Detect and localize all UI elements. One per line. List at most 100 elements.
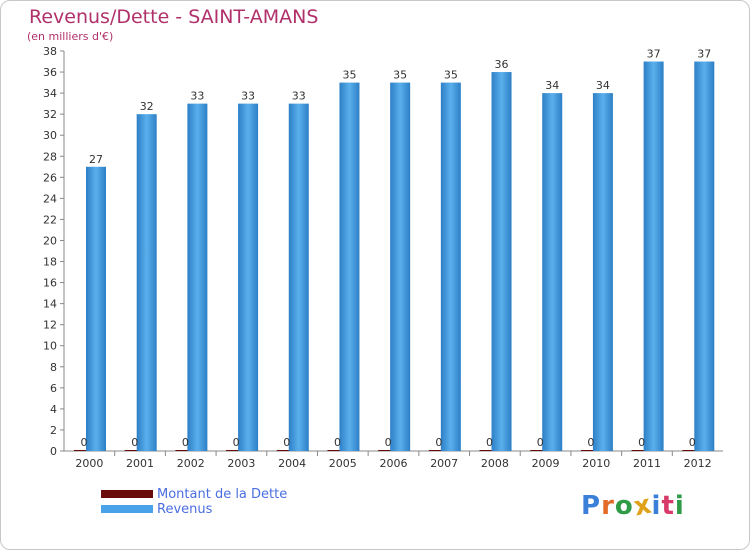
- dette-bar: [530, 450, 551, 451]
- chart-subtitle: (en milliers d'€): [27, 30, 114, 43]
- y-tick-label: 0: [50, 445, 57, 458]
- revenus-value-label: 33: [292, 90, 306, 103]
- revenus-value-label: 35: [393, 69, 407, 82]
- revenus-bar: [592, 93, 613, 452]
- x-tick-label: 2002: [177, 457, 205, 470]
- y-tick-label: 28: [43, 150, 57, 163]
- revenus-value-label: 27: [89, 153, 103, 166]
- revenus-bar: [339, 82, 360, 451]
- x-tick-label: 2011: [633, 457, 661, 470]
- revenus-bar: [390, 82, 411, 451]
- x-tick-label: 2001: [126, 457, 154, 470]
- revenus-value-label: 36: [495, 58, 509, 71]
- proxiti-logo: Proxiti: [581, 489, 685, 522]
- dette-bar: [682, 450, 703, 451]
- revenus-bar: [542, 93, 563, 452]
- dette-bar: [631, 450, 652, 451]
- dette-bar: [479, 450, 500, 451]
- dette-bar: [175, 450, 196, 451]
- y-tick-label: 4: [50, 403, 57, 416]
- logo-letter: r: [601, 491, 615, 521]
- y-tick-label: 8: [50, 361, 57, 374]
- y-tick-label: 22: [43, 213, 57, 226]
- y-tick-label: 24: [43, 192, 57, 205]
- y-tick-label: 34: [43, 87, 57, 100]
- legend-label-dette: Montant de la Dette: [157, 487, 288, 502]
- x-tick-label: 2000: [75, 457, 103, 470]
- revenus-value-label: 34: [596, 79, 610, 92]
- y-tick-label: 18: [43, 256, 57, 269]
- x-tick-label: 2008: [481, 457, 509, 470]
- revenus-bar: [136, 114, 157, 451]
- y-tick-label: 10: [43, 340, 57, 353]
- logo-letter: o: [614, 491, 634, 521]
- logo-letter: i: [651, 491, 662, 521]
- revenus-value-label: 35: [342, 69, 356, 82]
- dette-value-label: 0: [435, 436, 442, 449]
- logo-letter: i: [674, 491, 685, 521]
- legend-swatch-revenus: [101, 505, 153, 513]
- revenus-bar: [187, 103, 208, 451]
- revenus-value-label: 33: [241, 90, 255, 103]
- dette-value-label: 0: [385, 436, 392, 449]
- legend-swatch-dette: [101, 490, 153, 498]
- revenus-value-label: 32: [140, 100, 154, 113]
- legend-label-revenus: Revenus: [157, 502, 213, 517]
- revenus-value-label: 35: [444, 69, 458, 82]
- y-tick-label: 12: [43, 319, 57, 332]
- y-tick-label: 2: [50, 424, 57, 437]
- dette-value-label: 0: [81, 436, 88, 449]
- revenus-value-label: 37: [697, 48, 711, 61]
- logo-letter: P: [581, 491, 602, 521]
- x-tick-label: 2012: [684, 457, 712, 470]
- dette-value-label: 0: [537, 436, 544, 449]
- revenus-bar: [86, 166, 106, 451]
- revenus-bar: [238, 103, 259, 451]
- y-tick-label: 26: [43, 171, 57, 184]
- dette-bar: [580, 450, 601, 451]
- revenus-bar: [288, 103, 309, 451]
- dette-value-label: 0: [638, 436, 645, 449]
- y-tick-label: 38: [43, 45, 57, 58]
- x-tick-label: 2004: [278, 457, 306, 470]
- revenus-bar: [440, 82, 461, 451]
- dette-value-label: 0: [182, 436, 189, 449]
- y-tick-label: 16: [43, 277, 57, 290]
- revenus-value-label: 37: [647, 48, 661, 61]
- x-tick-label: 2003: [227, 457, 255, 470]
- dette-bar: [428, 450, 449, 451]
- y-tick-label: 32: [43, 108, 57, 121]
- revenus-value-label: 33: [190, 90, 204, 103]
- revenus-value-label: 34: [545, 79, 559, 92]
- y-tick-label: 36: [43, 66, 57, 79]
- y-tick-label: 20: [43, 234, 57, 247]
- x-tick-label: 2007: [430, 457, 458, 470]
- y-tick-label: 14: [43, 298, 57, 311]
- dette-value-label: 0: [486, 436, 493, 449]
- dette-bar: [378, 450, 399, 451]
- x-tick-label: 2009: [532, 457, 560, 470]
- dette-value-label: 0: [131, 436, 138, 449]
- dette-bar: [74, 450, 94, 451]
- y-tick-label: 6: [50, 382, 57, 395]
- chart-title: Revenus/Dette - SAINT-AMANS: [29, 6, 319, 28]
- dette-value-label: 0: [233, 436, 240, 449]
- dette-bar: [124, 450, 145, 451]
- dette-bar: [276, 450, 297, 451]
- x-tick-label: 2010: [582, 457, 610, 470]
- y-tick-label: 30: [43, 129, 57, 142]
- revenus-bar: [491, 72, 512, 451]
- x-tick-label: 2006: [380, 457, 408, 470]
- dette-value-label: 0: [587, 436, 594, 449]
- logo-letter: t: [661, 491, 675, 521]
- revenus-bar: [643, 61, 664, 452]
- dette-bar: [226, 450, 247, 451]
- dette-value-label: 0: [689, 436, 696, 449]
- x-tick-label: 2005: [329, 457, 357, 470]
- revenus-bar: [694, 61, 715, 452]
- dette-value-label: 0: [334, 436, 341, 449]
- dette-bar: [327, 450, 348, 451]
- dette-value-label: 0: [283, 436, 290, 449]
